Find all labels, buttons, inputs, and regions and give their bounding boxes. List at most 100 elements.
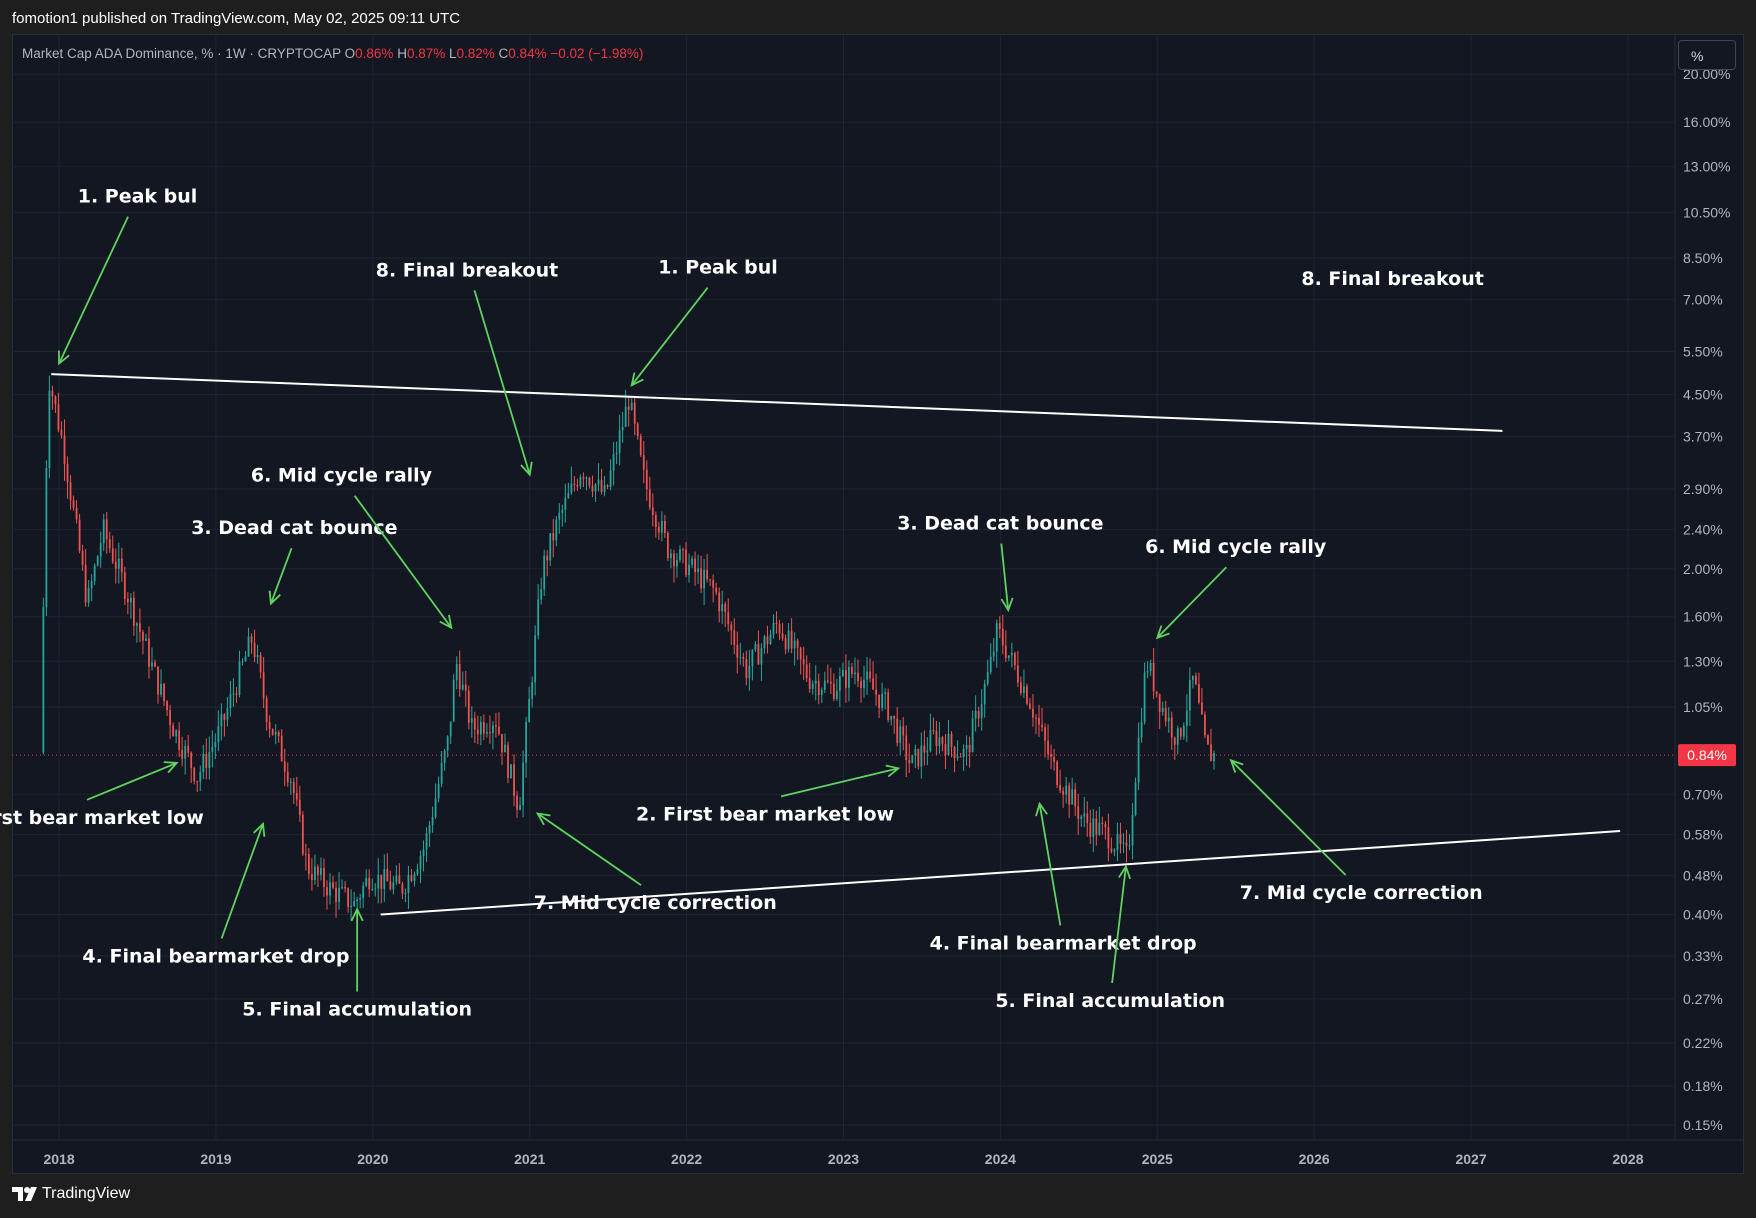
candle-body <box>606 485 609 487</box>
annotation-arrowhead <box>630 372 644 387</box>
candle-body <box>630 402 633 410</box>
candle-body <box>603 485 606 493</box>
candle-body <box>636 423 639 437</box>
candle-body <box>685 549 687 576</box>
candle-body <box>700 568 702 589</box>
candle-body <box>995 623 998 652</box>
candle-body <box>395 875 398 883</box>
candle-body <box>682 549 684 551</box>
trendline-upper[interactable] <box>51 373 1503 432</box>
percent-scale-button[interactable]: % <box>1678 40 1736 70</box>
annotation-arrowhead <box>163 761 179 774</box>
candle-body <box>1065 785 1068 795</box>
y-tick-label: 7.00% <box>1683 292 1723 308</box>
candle-body <box>1164 707 1167 722</box>
candle-body <box>1032 708 1034 718</box>
candle-body <box>157 666 159 695</box>
candle-body <box>274 732 277 735</box>
annotation-label: 4. Final bearmarket drop <box>82 945 349 967</box>
symbol-legend[interactable]: Market Cap ADA Dominance, % · 1W · CRYPT… <box>22 46 643 61</box>
candle-body <box>347 888 349 907</box>
candle-body <box>1125 842 1128 846</box>
candle-body <box>519 805 521 810</box>
annotation-arrowhead <box>268 590 281 606</box>
candle-body <box>1080 816 1083 819</box>
candle-body <box>721 604 724 612</box>
candle-body <box>495 725 497 727</box>
trendline-lower[interactable] <box>380 830 1621 916</box>
candle-body <box>1134 782 1137 816</box>
candle-body <box>1131 815 1134 846</box>
candle-body <box>1059 784 1062 791</box>
candle-body <box>422 849 425 857</box>
candle-body <box>365 877 368 886</box>
tradingview-logo[interactable]: TradingView <box>12 1185 130 1203</box>
candle-body <box>57 404 60 430</box>
annotation-arrow <box>473 290 531 475</box>
candle-body <box>404 892 407 894</box>
candle-body <box>555 519 558 541</box>
candle-body <box>1053 756 1055 762</box>
candle-body <box>516 795 518 810</box>
published-text: fomotion1 published on TradingView.com, … <box>12 10 461 27</box>
candle-body <box>751 649 754 667</box>
candle-body <box>139 623 141 632</box>
candle-body <box>1077 806 1080 819</box>
y-tick-label: 0.18% <box>1683 1078 1723 1094</box>
x-tick-label: 2027 <box>1455 1151 1486 1167</box>
candle-body <box>923 745 926 753</box>
candle-body <box>938 737 941 746</box>
candle-body <box>890 715 893 720</box>
candle-body <box>81 550 84 565</box>
annotation-arrowhead <box>439 614 453 630</box>
candle-body <box>1016 665 1019 683</box>
candle-body <box>823 680 826 690</box>
candle-body <box>549 533 552 561</box>
candle-body <box>881 693 884 709</box>
candle-body <box>724 604 727 613</box>
candle-body <box>878 694 881 709</box>
candle-body <box>872 678 874 690</box>
candle-body <box>962 749 965 758</box>
low-label: L <box>448 46 457 61</box>
candle-body <box>908 760 911 763</box>
candle-body <box>670 553 672 559</box>
candle-body <box>1140 722 1143 738</box>
candle-body <box>314 866 316 880</box>
candle-body <box>504 744 506 753</box>
candle-body <box>238 661 241 695</box>
y-tick-label: 3.70% <box>1683 429 1723 445</box>
candle-body <box>790 630 793 649</box>
candle-body <box>799 647 802 660</box>
candle-body <box>585 477 588 479</box>
close-value: 0.84% <box>508 46 547 61</box>
candle-body <box>470 718 473 723</box>
candle-body <box>763 636 766 649</box>
candle-body <box>845 670 847 688</box>
y-tick-label: 2.90% <box>1683 481 1723 497</box>
candle-body <box>154 662 156 667</box>
candle-body <box>896 718 899 743</box>
annotation-arrowhead <box>58 350 70 366</box>
x-tick-label: 2022 <box>671 1151 702 1167</box>
price-axis: 20.00% 16.00% 13.00% 10.50% 8.50% 7.00% 5.50% 4… <box>1683 66 1730 1133</box>
candle-body <box>262 672 265 699</box>
candle-body <box>87 588 90 603</box>
candle-body <box>899 726 902 743</box>
candle-body <box>860 681 862 688</box>
candle-body <box>117 558 120 569</box>
candle-body <box>277 732 280 736</box>
candle-body <box>304 853 307 855</box>
chart-frame[interactable] <box>12 34 1744 1174</box>
candle-body <box>401 883 404 894</box>
candle-body <box>748 666 751 679</box>
candle-body <box>766 636 769 645</box>
low-value: 0.82% <box>456 46 495 61</box>
candle-body <box>163 683 165 702</box>
candle-body <box>289 781 292 783</box>
candle-body <box>564 498 567 510</box>
candle-body <box>320 868 322 875</box>
current-price-badge <box>1678 744 1736 767</box>
candle-body <box>1001 628 1004 646</box>
